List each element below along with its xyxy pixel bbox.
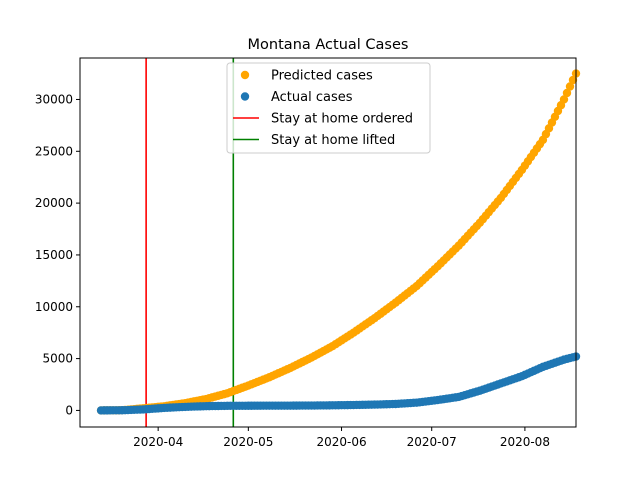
x-tick-label: 2020-04 xyxy=(133,435,183,449)
y-axis: 0 5000 10000 15000 20000 25000 30000 xyxy=(35,92,80,417)
y-tick-label: 0 xyxy=(65,403,73,417)
data-point xyxy=(562,88,572,98)
data-point xyxy=(565,82,575,91)
legend-box xyxy=(226,62,431,154)
x-tick-label: 2020-08 xyxy=(500,435,550,449)
axes-frame xyxy=(79,57,577,428)
series-actual-cases xyxy=(96,352,581,415)
legend-label: Stay at home ordered xyxy=(271,112,413,127)
y-tick-label: 10000 xyxy=(35,300,73,314)
x-axis: 2020-04 2020-05 2020-06 2020-07 2020-08 xyxy=(133,427,550,449)
legend-marker xyxy=(240,70,250,80)
legend-label: Stay at home lifted xyxy=(271,133,395,148)
legend-marker xyxy=(240,92,250,101)
y-tick-label: 15000 xyxy=(35,248,73,262)
chart-title: Montana Actual Cases xyxy=(248,37,409,53)
x-tick-label: 2020-05 xyxy=(223,435,273,449)
x-tick-label: 2020-06 xyxy=(316,435,366,449)
y-tick-label: 30000 xyxy=(35,92,73,106)
plot-area xyxy=(96,58,581,427)
x-tick-label: 2020-07 xyxy=(407,435,457,449)
y-tick-label: 20000 xyxy=(35,196,73,210)
data-point xyxy=(559,95,569,104)
legend: Predicted cases Actual cases Stay at home … xyxy=(226,62,431,154)
legend-label: Predicted cases xyxy=(271,69,373,84)
data-point xyxy=(568,75,578,85)
y-tick-label: 5000 xyxy=(42,352,73,366)
y-tick-label: 25000 xyxy=(35,144,73,158)
legend-label: Actual cases xyxy=(271,90,353,105)
